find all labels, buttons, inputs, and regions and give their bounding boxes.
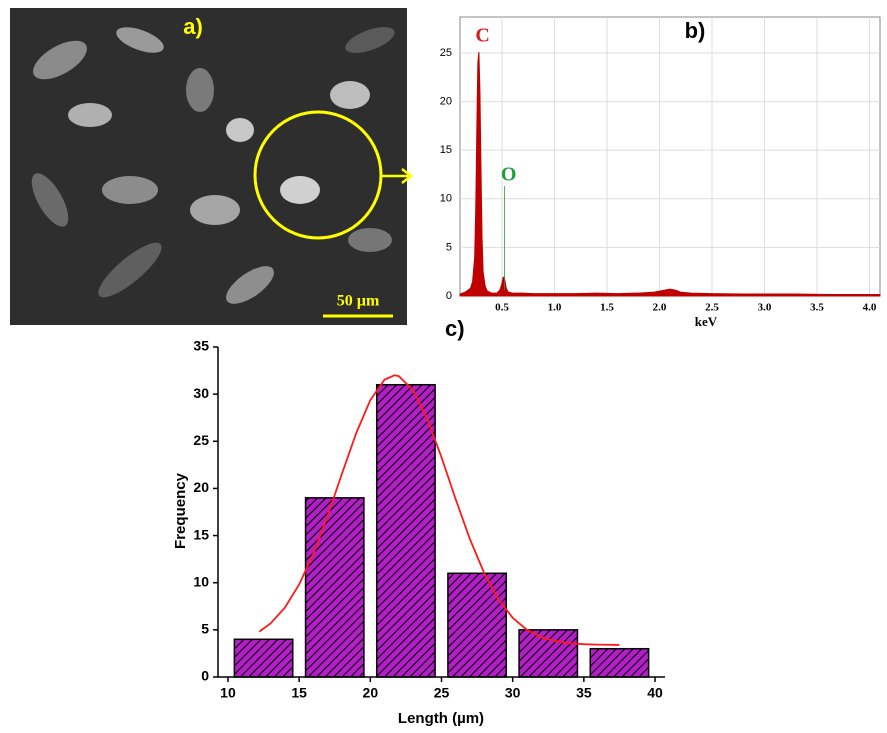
y-tick-label: 25 xyxy=(193,432,209,448)
panel-label: c) xyxy=(445,316,465,341)
panel-label: b) xyxy=(685,18,706,43)
peak-label: O xyxy=(501,164,517,186)
bar xyxy=(233,638,294,678)
x-tick-label: 3.5 xyxy=(810,302,824,314)
y-tick-label: 35 xyxy=(193,338,209,354)
x-tick-label: 35 xyxy=(576,685,592,701)
y-tick-label: 25 xyxy=(440,47,452,59)
bar xyxy=(447,572,508,678)
x-tick-label: 10 xyxy=(220,685,236,701)
bar xyxy=(375,383,436,678)
x-tick-label: 2.5 xyxy=(705,302,719,314)
x-axis-label: keV xyxy=(695,314,718,329)
scale-bar-label: 50 µm xyxy=(337,293,380,310)
y-tick-label: 5 xyxy=(201,621,209,637)
y-tick-label: 30 xyxy=(193,385,209,401)
x-tick-label: 1.0 xyxy=(548,302,562,314)
y-tick-label: 15 xyxy=(440,144,452,156)
x-tick-label: 40 xyxy=(647,685,663,701)
y-tick-label: 10 xyxy=(193,573,209,589)
y-axis-label: Frequency xyxy=(172,472,189,549)
spectrum xyxy=(459,51,881,297)
x-axis-label: Length (µm) xyxy=(398,710,484,727)
x-tick-label: 4.0 xyxy=(863,302,877,314)
x-tick-label: 25 xyxy=(434,685,450,701)
x-tick-label: 3.0 xyxy=(758,302,772,314)
plot-area xyxy=(459,16,881,297)
x-tick-label: 20 xyxy=(363,685,379,701)
bar xyxy=(518,629,579,678)
x-tick-label: 2.0 xyxy=(653,302,667,314)
y-tick-label: 20 xyxy=(440,95,452,107)
bar xyxy=(304,497,365,678)
x-tick-label: 15 xyxy=(291,685,307,701)
panel-label: a) xyxy=(183,14,203,39)
y-tick-label: 5 xyxy=(446,241,452,253)
peak-label: C xyxy=(475,25,489,47)
y-tick-label: 0 xyxy=(201,668,209,684)
bar xyxy=(589,647,650,678)
x-tick-label: 1.5 xyxy=(600,302,614,314)
sem-image: 50 µm a) xyxy=(10,8,414,325)
fit-curve xyxy=(258,374,620,646)
y-tick-label: 0 xyxy=(446,290,452,302)
y-tick-label: 20 xyxy=(193,479,209,495)
x-tick-label: 30 xyxy=(505,685,521,701)
x-tick-label: 0.5 xyxy=(495,302,509,314)
y-tick-label: 10 xyxy=(440,193,452,205)
y-tick-label: 15 xyxy=(193,526,209,542)
